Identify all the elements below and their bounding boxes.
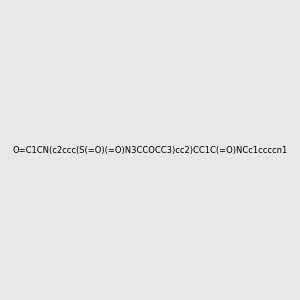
Text: O=C1CN(c2ccc(S(=O)(=O)N3CCOCC3)cc2)CC1C(=O)NCc1ccccn1: O=C1CN(c2ccc(S(=O)(=O)N3CCOCC3)cc2)CC1C(… — [12, 146, 288, 154]
